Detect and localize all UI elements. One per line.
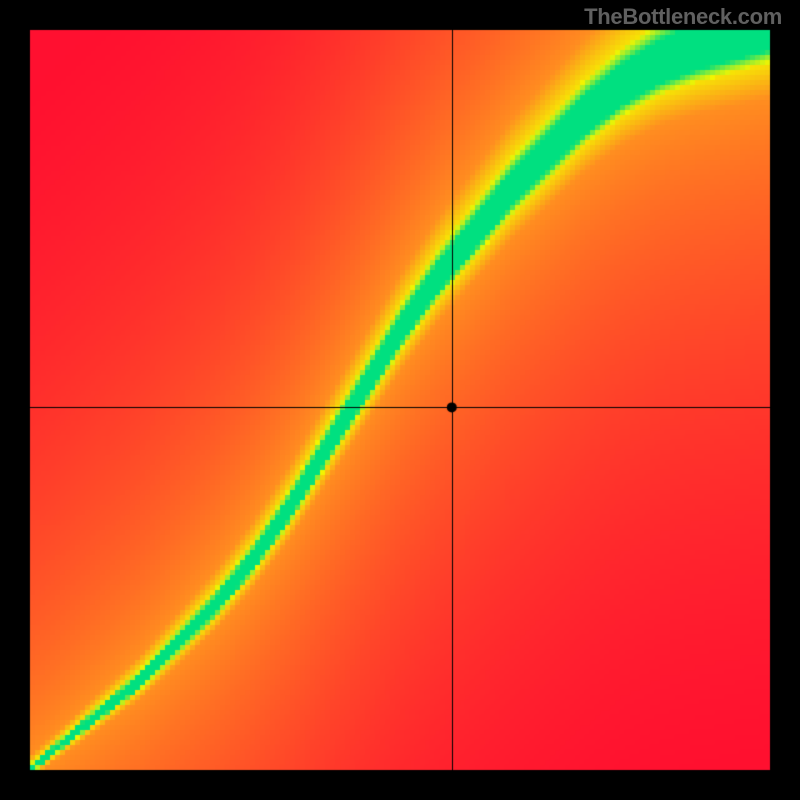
chart-container: TheBottleneck.com [0, 0, 800, 800]
bottleneck-heatmap [0, 0, 800, 800]
watermark-text: TheBottleneck.com [584, 4, 782, 30]
